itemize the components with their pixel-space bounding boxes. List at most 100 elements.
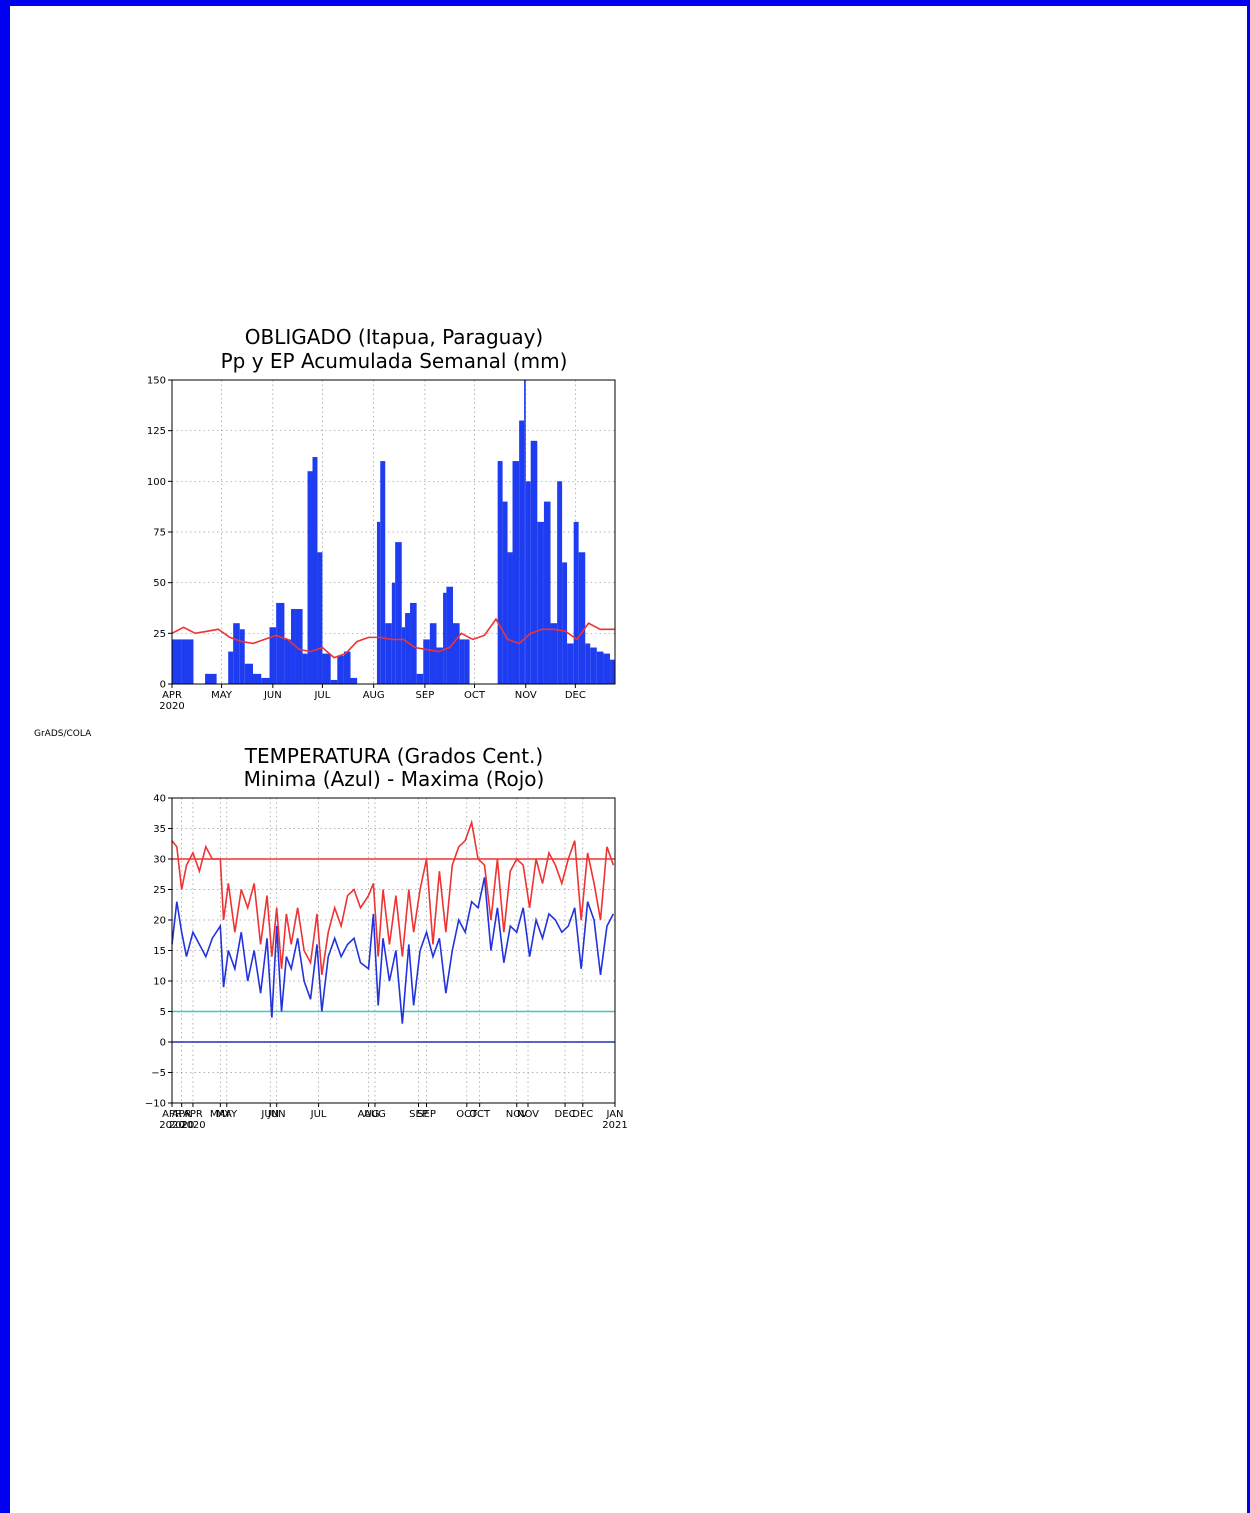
precip-bar: [464, 639, 470, 684]
precip-bar: [307, 471, 313, 684]
x-tick-label: NOV: [506, 1109, 528, 1120]
precip-bar: [330, 679, 338, 684]
precip-bar: [429, 623, 437, 684]
precip-bar: [322, 653, 331, 684]
precip-bar: [525, 481, 531, 684]
plot-frame: [171, 797, 616, 1104]
precip-bar: [524, 380, 526, 684]
tmax-line: [171, 819, 615, 976]
plot-frame: [171, 379, 616, 685]
precip-bar: [567, 643, 574, 684]
precip-bar: [276, 602, 285, 684]
precip-bar: [337, 655, 344, 684]
y-tick-label: 150: [147, 376, 166, 387]
precip-bar: [302, 653, 308, 684]
precip-bar: [244, 663, 253, 684]
frame-top-border: [0, 0, 1250, 6]
precip-bar: [585, 643, 591, 684]
x-tick-label: NOV: [515, 690, 537, 701]
precip-bar: [573, 521, 579, 684]
precip-bar: [410, 602, 417, 684]
precip-chart: OBLIGADO (Itapua, Paraguay) Pp y EP Acum…: [147, 325, 616, 712]
y-tick-label: 40: [153, 794, 166, 805]
precip-bar: [252, 673, 262, 684]
x-tick-label: JUL: [310, 1109, 327, 1120]
precip-bar: [507, 552, 513, 684]
x-tick-label: SEP: [409, 1109, 428, 1120]
precip-bar: [317, 552, 323, 684]
precip-bar: [312, 457, 318, 684]
y-tick-label: 10: [153, 977, 166, 988]
x-tick-label: AUG: [358, 1109, 380, 1120]
y-tick-label: 30: [153, 855, 166, 866]
x-tick-year-label: 2021: [602, 1120, 627, 1131]
y-tick-label: 75: [153, 528, 166, 539]
x-tick-label: JUL: [313, 690, 330, 701]
precip-bar: [497, 461, 503, 684]
y-tick-label: 125: [147, 426, 166, 437]
x-tick-label: APR: [183, 1109, 203, 1120]
x-tick-label: MAY: [211, 690, 233, 701]
ep-line: [171, 617, 615, 659]
x-tick-year-label: 2020: [180, 1120, 205, 1131]
precip-bar: [385, 623, 392, 684]
y-tick-label: 0: [160, 1038, 166, 1049]
y-tick-label: −5: [151, 1068, 166, 1079]
precip-bar: [603, 653, 611, 684]
precip-bar: [443, 592, 447, 684]
precip-bar: [610, 659, 615, 684]
precip-bar: [295, 609, 303, 684]
chart-subtitle: Pp y EP Acumulada Semanal (mm): [221, 349, 568, 373]
precip-bar: [596, 651, 604, 684]
x-tick-label: APR: [162, 690, 182, 701]
y-tick-label: 15: [153, 946, 166, 957]
frame-right-border: [1247, 0, 1250, 1513]
precip-bar: [530, 440, 538, 684]
chart-subtitle: Minima (Azul) - Maxima (Rojo): [244, 767, 545, 791]
precip-bar: [550, 623, 558, 684]
precip-bar: [380, 461, 386, 684]
x-tick-label: OCT: [464, 690, 486, 701]
y-tick-label: 50: [153, 578, 166, 589]
y-tick-label: 100: [147, 477, 166, 488]
precip-bar: [269, 627, 277, 684]
y-tick-label: −10: [145, 1099, 166, 1110]
x-tick-label: JUN: [267, 1109, 286, 1120]
precip-bar: [453, 623, 460, 684]
x-tick-label: SEP: [416, 690, 435, 701]
y-tick-label: 5: [160, 1007, 166, 1018]
precip-bar: [578, 552, 586, 684]
precip-bar: [436, 647, 444, 684]
x-tick-label: DEC: [572, 1109, 593, 1120]
precip-bar: [562, 562, 568, 684]
precip-bar: [205, 673, 217, 684]
x-tick-label: APR: [162, 1109, 182, 1120]
y-tick-label: 20: [153, 916, 166, 927]
x-tick-label: DEC: [565, 690, 586, 701]
x-tick-label: MAY: [210, 1109, 232, 1120]
frame-left-border: [0, 0, 10, 1513]
precip-bar: [502, 501, 508, 684]
precip-bar: [172, 639, 182, 684]
precip-bar: [291, 609, 296, 684]
precip-bar: [459, 639, 465, 684]
precip-bar: [543, 501, 551, 684]
precip-bar: [446, 586, 454, 684]
chart-title: TEMPERATURA (Grados Cent.): [244, 744, 543, 768]
precip-bar: [228, 651, 234, 684]
precip-bar: [261, 677, 270, 684]
precip-bar: [401, 627, 406, 684]
precip-bar: [284, 639, 292, 684]
x-tick-year-label: 2020: [159, 1120, 184, 1131]
precip-bar: [519, 420, 525, 684]
x-tick-year-label: 2020: [159, 701, 184, 712]
x-tick-label: JAN: [605, 1109, 623, 1120]
precip-bar: [239, 629, 245, 684]
x-tick-label: APR: [172, 1109, 192, 1120]
precip-bar: [233, 623, 240, 684]
y-tick-label: 35: [153, 824, 166, 835]
y-tick-label: 25: [153, 629, 166, 640]
precip-bar: [181, 639, 194, 684]
